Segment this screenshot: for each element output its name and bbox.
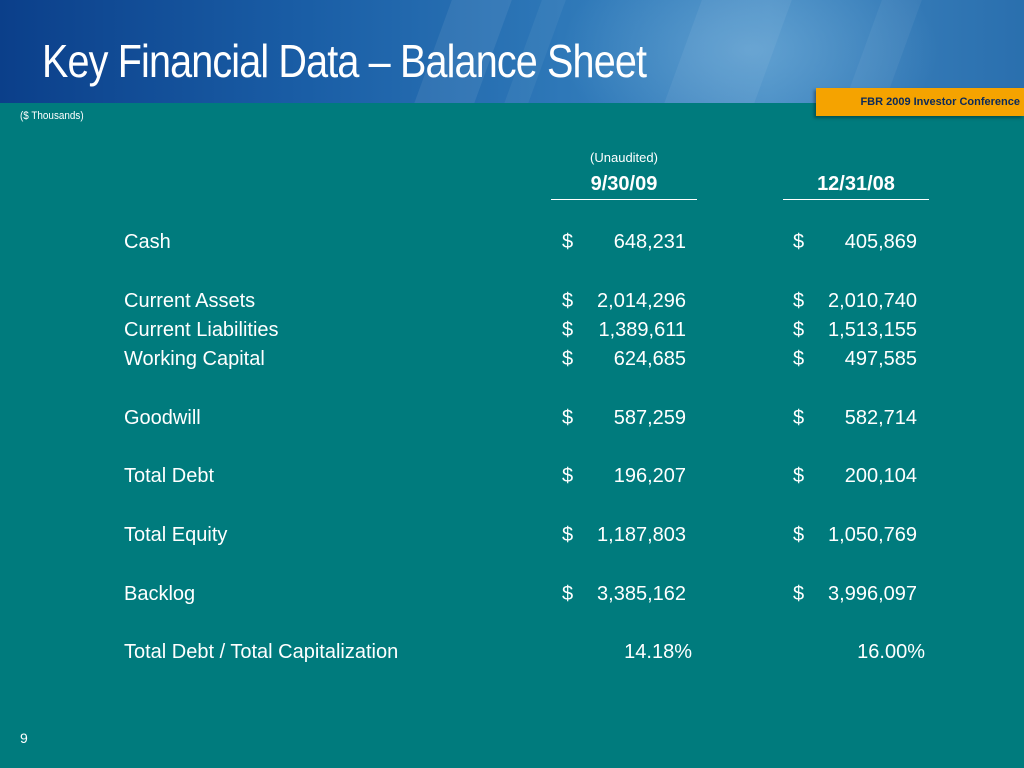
currency-symbol: $ [562, 231, 574, 253]
currency-symbol: $ [793, 465, 805, 487]
currency-symbol: $ [562, 319, 574, 341]
row-label: Current Liabilities [124, 319, 279, 341]
currency-symbol: $ [562, 348, 574, 370]
row-label: Goodwill [124, 407, 201, 429]
value-12-31-08: 2,010,740 [828, 290, 917, 312]
table-row-working-capital: Working Capital $ 624,685 $ 497,585 [0, 348, 1024, 378]
header-glow [560, 0, 940, 103]
table-row-debt-to-capitalization: Total Debt / Total Capitalization 14.18%… [0, 641, 1024, 671]
currency-symbol: $ [562, 524, 574, 546]
table-row-cash: Cash $ 648,231 $ 405,869 [0, 231, 1024, 261]
conference-badge: FBR 2009 Investor Conference [816, 88, 1024, 116]
currency-symbol: $ [793, 319, 805, 341]
value-12-31-08: 405,869 [844, 231, 917, 253]
currency-symbol: $ [793, 524, 805, 546]
value-12-31-08: 1,050,769 [828, 524, 917, 546]
currency-symbol: $ [793, 407, 805, 429]
column-header-12-31-08: 12/31/08 [783, 173, 929, 200]
row-label: Total Debt [124, 465, 215, 487]
table-row-current-liabilities: Current Liabilities $ 1,389,611 $ 1,513,… [0, 319, 1024, 349]
value-9-30-09: 2,014,296 [597, 290, 686, 312]
column-header-9-30-09: 9/30/09 [551, 173, 697, 200]
value-12-31-08: 16.00% [857, 641, 925, 663]
value-12-31-08: 497,585 [844, 348, 917, 370]
row-label: Working Capital [124, 348, 265, 370]
value-9-30-09: 587,259 [613, 407, 686, 429]
currency-symbol: $ [793, 348, 805, 370]
row-label: Current Assets [124, 290, 256, 312]
units-note: ($ Thousands) [20, 110, 84, 122]
currency-symbol: $ [793, 583, 805, 605]
currency-symbol: $ [562, 465, 574, 487]
unaudited-note: (Unaudited) [590, 150, 658, 165]
currency-symbol: $ [562, 407, 574, 429]
slide-title: Key Financial Data – Balance Sheet [42, 35, 647, 87]
table-row-total-equity: Total Equity $ 1,187,803 $ 1,050,769 [0, 524, 1024, 554]
value-12-31-08: 200,104 [844, 465, 917, 487]
value-9-30-09: 648,231 [613, 231, 686, 253]
value-12-31-08: 3,996,097 [828, 583, 917, 605]
table-row-backlog: Backlog $ 3,385,162 $ 3,996,097 [0, 583, 1024, 613]
currency-symbol: $ [562, 290, 574, 312]
currency-symbol: $ [562, 583, 574, 605]
value-9-30-09: 3,385,162 [597, 583, 686, 605]
row-label: Backlog [124, 583, 196, 605]
page-number: 9 [20, 730, 28, 746]
table-row-total-debt: Total Debt $ 196,207 $ 200,104 [0, 465, 1024, 495]
value-9-30-09: 1,187,803 [597, 524, 686, 546]
row-label: Cash [124, 231, 171, 253]
currency-symbol: $ [793, 290, 805, 312]
value-9-30-09: 14.18% [624, 641, 692, 663]
value-9-30-09: 624,685 [613, 348, 686, 370]
currency-symbol: $ [793, 231, 805, 253]
value-12-31-08: 582,714 [844, 407, 917, 429]
value-12-31-08: 1,513,155 [828, 319, 917, 341]
row-label: Total Equity [124, 524, 228, 546]
table-row-current-assets: Current Assets $ 2,014,296 $ 2,010,740 [0, 290, 1024, 320]
value-9-30-09: 196,207 [613, 465, 686, 487]
header-band [0, 0, 1024, 103]
table-row-goodwill: Goodwill $ 587,259 $ 582,714 [0, 407, 1024, 437]
row-label: Total Debt / Total Capitalization [124, 641, 399, 663]
value-9-30-09: 1,389,611 [598, 319, 687, 341]
